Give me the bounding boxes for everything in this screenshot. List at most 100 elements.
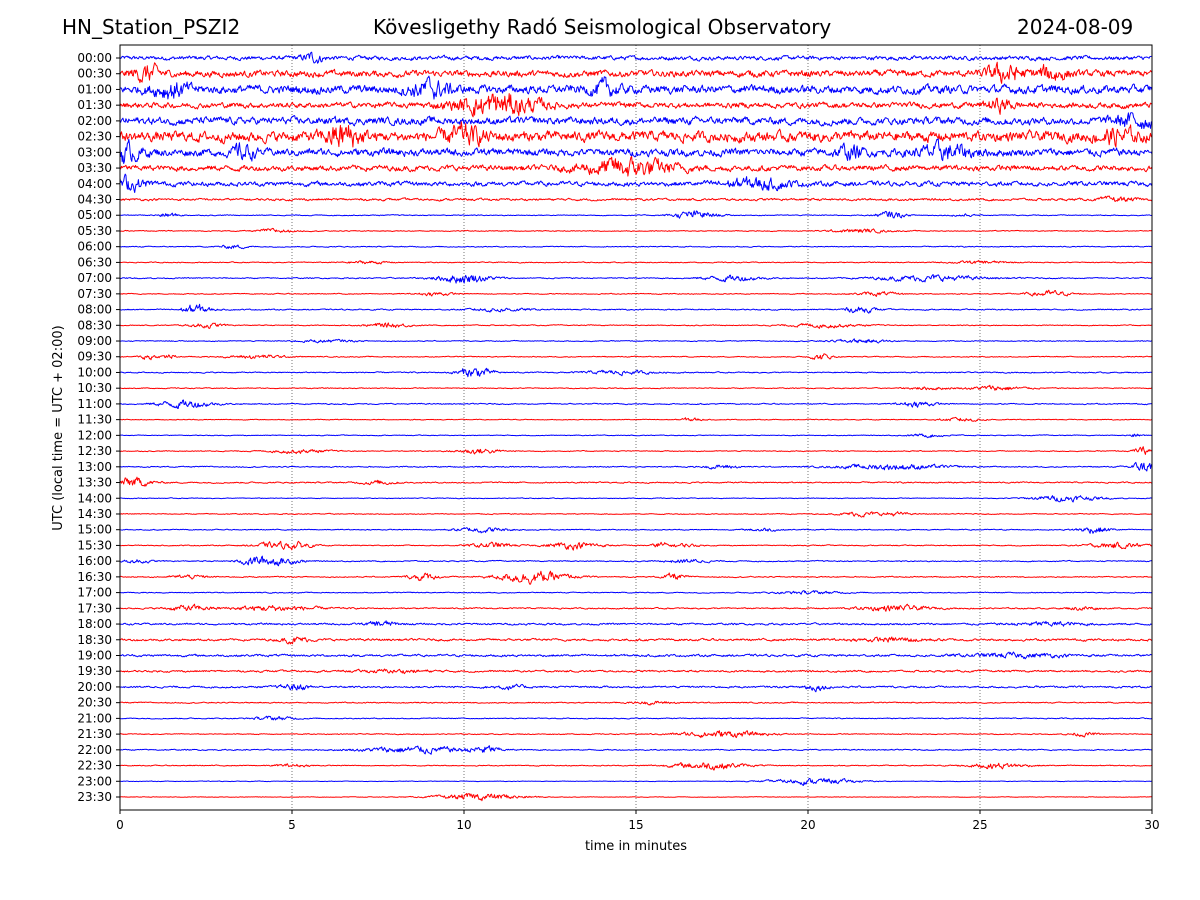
trace-0100 bbox=[119, 75, 1153, 100]
y-tick-label: 06:00 bbox=[77, 240, 112, 254]
grid-lines bbox=[291, 45, 981, 810]
y-tick-label: 22:00 bbox=[77, 743, 112, 757]
trace-0700 bbox=[119, 274, 1152, 284]
y-tick-label: 14:30 bbox=[77, 507, 112, 521]
y-tick-label: 23:30 bbox=[77, 790, 112, 804]
y-tick-label: 11:30 bbox=[77, 413, 112, 427]
trace-1000 bbox=[119, 367, 1153, 378]
trace-0730 bbox=[119, 289, 1153, 297]
trace-0330 bbox=[119, 156, 1153, 177]
observatory-title: Kövesligethy Radó Seismological Observat… bbox=[373, 15, 832, 39]
y-tick-label: 10:00 bbox=[77, 365, 112, 379]
y-tick-label: 15:00 bbox=[77, 523, 112, 537]
trace-0600 bbox=[119, 244, 1153, 250]
trace-0230 bbox=[119, 121, 1152, 148]
trace-0900 bbox=[119, 338, 1153, 344]
trace-1430 bbox=[119, 511, 1153, 518]
trace-1400 bbox=[120, 495, 1153, 503]
trace-1700 bbox=[119, 590, 1153, 595]
y-tick-label: 03:00 bbox=[77, 145, 112, 159]
trace-1330 bbox=[120, 476, 1153, 487]
y-tick-label: 00:00 bbox=[77, 51, 112, 65]
y-tick-label: 19:30 bbox=[77, 664, 112, 678]
x-tick-label: 0 bbox=[116, 818, 124, 832]
y-tick-label: 06:30 bbox=[77, 255, 112, 269]
trace-0800 bbox=[119, 303, 1152, 314]
y-tick-label: 13:00 bbox=[77, 460, 112, 474]
y-tick-label: 00:30 bbox=[77, 67, 112, 81]
y-tick-label: 12:00 bbox=[77, 428, 112, 442]
y-tick-label: 08:30 bbox=[77, 318, 112, 332]
y-tick-label: 11:00 bbox=[77, 397, 112, 411]
trace-2300 bbox=[119, 777, 1152, 786]
trace-2230 bbox=[119, 762, 1153, 771]
y-tick-label: 05:30 bbox=[77, 224, 112, 238]
x-tick-label: 10 bbox=[456, 818, 471, 832]
x-tick-label: 5 bbox=[288, 818, 296, 832]
trace-0630 bbox=[119, 259, 1153, 265]
station-title: HN_Station_PSZI2 bbox=[62, 15, 241, 39]
y-tick-label: 07:30 bbox=[77, 287, 112, 301]
y-tick-label: 22:30 bbox=[77, 759, 112, 773]
trace-1730 bbox=[120, 603, 1153, 612]
trace-1930 bbox=[119, 668, 1153, 675]
trace-0430 bbox=[119, 195, 1153, 202]
y-tick-label: 13:30 bbox=[77, 476, 112, 490]
y-tick-label: 19:00 bbox=[77, 648, 112, 662]
y-tick-label: 15:30 bbox=[77, 538, 112, 552]
y-tick-label: 02:30 bbox=[77, 130, 112, 144]
trace-0130 bbox=[119, 93, 1153, 118]
y-axis-label: UTC (local time = UTC + 02:00) bbox=[51, 325, 66, 530]
trace-1800 bbox=[119, 620, 1153, 627]
trace-0000 bbox=[119, 51, 1153, 64]
y-tick-label: 17:00 bbox=[77, 586, 112, 600]
x-tick-label: 30 bbox=[1144, 818, 1159, 832]
trace-1530 bbox=[119, 540, 1153, 551]
y-tick-label: 08:00 bbox=[77, 303, 112, 317]
x-tick-label: 20 bbox=[800, 818, 815, 832]
y-tick-label: 17:30 bbox=[77, 601, 112, 615]
y-tick-label: 04:00 bbox=[77, 177, 112, 191]
trace-1600 bbox=[120, 555, 1153, 567]
y-tick-label: 01:30 bbox=[77, 98, 112, 112]
x-axis-label: time in minutes bbox=[585, 839, 687, 854]
y-tick-label: 02:00 bbox=[77, 114, 112, 128]
y-tick-label: 04:30 bbox=[77, 193, 112, 207]
trace-0400 bbox=[119, 173, 1153, 193]
y-tick-label: 16:00 bbox=[77, 554, 112, 568]
trace-1630 bbox=[119, 570, 1153, 585]
trace-1900 bbox=[119, 651, 1153, 660]
y-tick-label: 21:00 bbox=[77, 711, 112, 725]
trace-2000 bbox=[119, 683, 1153, 693]
y-tick-label: 10:30 bbox=[77, 381, 112, 395]
y-tick-label: 12:30 bbox=[77, 444, 112, 458]
y-tick-label: 09:30 bbox=[77, 350, 112, 364]
x-axis: 0 5 10 15 20 25 30 bbox=[116, 810, 1160, 832]
y-tick-label: 16:30 bbox=[77, 570, 112, 584]
y-tick-label: 21:30 bbox=[77, 727, 112, 741]
y-tick-label: 20:30 bbox=[77, 696, 112, 710]
trace-1200 bbox=[120, 433, 1153, 439]
y-tick-label: 23:00 bbox=[77, 774, 112, 788]
trace-2200 bbox=[119, 745, 1153, 755]
trace-1300 bbox=[119, 461, 1152, 472]
y-tick-label: 09:00 bbox=[77, 334, 112, 348]
date-title: 2024-08-09 bbox=[1017, 15, 1134, 39]
y-tick-label: 01:00 bbox=[77, 82, 112, 96]
trace-2130 bbox=[119, 730, 1153, 739]
y-tick-label: 18:30 bbox=[77, 633, 112, 647]
trace-1500 bbox=[119, 527, 1152, 534]
trace-2330 bbox=[120, 793, 1153, 802]
trace-0300 bbox=[119, 138, 1153, 164]
trace-0530 bbox=[119, 227, 1153, 234]
x-tick-label: 25 bbox=[972, 818, 987, 832]
trace-1100 bbox=[119, 399, 1153, 409]
traces bbox=[119, 51, 1153, 802]
y-tick-label: 14:00 bbox=[77, 491, 112, 505]
trace-1830 bbox=[119, 636, 1153, 645]
y-tick-label: 05:00 bbox=[77, 208, 112, 222]
trace-1030 bbox=[119, 384, 1153, 391]
y-tick-label: 18:00 bbox=[77, 617, 112, 631]
